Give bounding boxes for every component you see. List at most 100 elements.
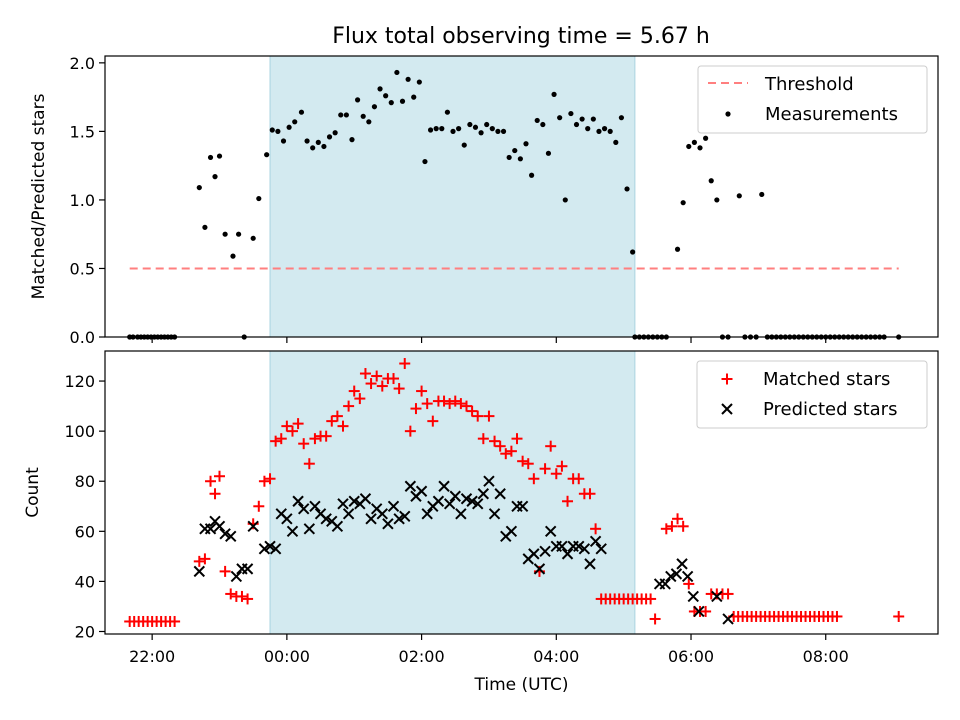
measurement-point [607, 128, 613, 134]
measurement-point [450, 128, 456, 134]
predicted-star-point [286, 525, 299, 538]
predicted-star-point [213, 520, 226, 533]
predicted-star-point [269, 543, 282, 555]
predicted-star-point [337, 498, 349, 510]
bottom-legend: Matched stars Predicted stars [696, 360, 928, 429]
predicted-star-point [670, 568, 683, 580]
top-y-tick-label: 1.5 [70, 122, 95, 141]
predicted-star-point [247, 520, 259, 533]
measurement-point [298, 109, 305, 115]
matched-star-point [214, 470, 226, 482]
measurement-point [523, 141, 529, 147]
measurement-point [596, 128, 602, 134]
measurement-point [472, 124, 479, 130]
predicted-star-point [516, 500, 529, 512]
measurement-point [427, 127, 434, 133]
predicted-star-point [193, 565, 206, 578]
matched-star-point [660, 523, 672, 535]
x-tick-label: 04:00 [533, 647, 579, 666]
matched-star-point [264, 473, 276, 485]
measurement-point [207, 154, 214, 161]
predicted-star-point [399, 510, 411, 522]
predicted-star-point [320, 513, 332, 525]
matched-star-point [209, 488, 221, 500]
matched-star-point [677, 520, 689, 532]
measurement-point [315, 139, 321, 145]
measurement-point [269, 127, 275, 133]
matched-star-point [427, 415, 439, 427]
measurement-point [416, 79, 422, 85]
measurement-point [551, 91, 557, 97]
measurement-point [624, 186, 630, 192]
measurement-point [613, 139, 619, 145]
predicted-star-point [449, 490, 461, 502]
measurement-point [230, 253, 236, 259]
predicted-star-point [544, 525, 557, 538]
predicted-star-point [505, 525, 518, 538]
matched-star-point [645, 593, 657, 605]
matched-star-point [205, 475, 217, 487]
measurement-point [630, 249, 636, 255]
measurement-point [394, 69, 400, 76]
measurement-point [573, 121, 580, 128]
top-shaded-interval [269, 55, 636, 338]
legend-threshold-label: Threshold [764, 74, 854, 95]
measurement-point [256, 195, 262, 202]
measurement-point [439, 126, 445, 132]
bottom-y-tick-label: 80 [75, 472, 95, 491]
matched-star-point [275, 433, 287, 445]
matched-star-point [270, 435, 282, 447]
predicted-star-point [309, 500, 321, 512]
measurement-point [405, 76, 411, 82]
measurement-point [708, 178, 714, 184]
predicted-star-point [303, 523, 316, 535]
measurement-point [590, 116, 596, 122]
measurement-point [512, 147, 518, 154]
predicted-star-point [528, 548, 540, 560]
bottom-y-tick-label: 120 [64, 372, 95, 391]
matched-star-point [410, 403, 422, 415]
measurement-point [557, 115, 563, 121]
predicted-star-point [687, 590, 699, 603]
predicted-star-point [466, 495, 478, 507]
matched-star-point [286, 425, 298, 437]
predicted-star-point [472, 498, 484, 510]
matched-star-point [343, 400, 355, 412]
measurement-point [202, 224, 208, 230]
top-y-tick-label: 0.5 [70, 259, 95, 278]
matched-star-point [831, 610, 843, 622]
legend-measurements-label: Measurements [765, 104, 898, 125]
measurement-point [691, 139, 697, 145]
predicted-star-point [578, 543, 591, 555]
predicted-star-point [432, 495, 445, 507]
predicted-star-point [722, 613, 734, 625]
x-tick-label: 22:00 [129, 647, 175, 666]
matched-star-point [494, 440, 506, 452]
matched-star-point [511, 433, 523, 445]
matched-star-point [404, 425, 416, 437]
matched-star-point [169, 615, 181, 627]
predicted-star-point [595, 543, 607, 555]
measurement-point [349, 137, 355, 143]
measurement-point [275, 128, 281, 134]
predicted-star-point [404, 480, 417, 492]
matched-star-point [438, 395, 450, 407]
matched-star-point [399, 358, 411, 370]
measurement-point [383, 93, 389, 99]
predicted-star-point [331, 520, 344, 533]
predicted-star-point [676, 558, 688, 570]
top-panel: 0.00.51.01.52.0 Matched/Predicted stars … [29, 54, 939, 347]
chart-title: Flux total observing time = 5.67 h [332, 24, 710, 49]
legend-matched-swatch [721, 373, 733, 385]
measurement-point [338, 112, 344, 118]
measurement-point [585, 126, 591, 132]
bottom-y-axis-label: Count [23, 467, 43, 518]
measurement-point [444, 109, 451, 115]
x-tick-label: 06:00 [668, 647, 714, 666]
predicted-star-point [584, 558, 596, 570]
measurement-point [703, 135, 709, 141]
matched-star-point [225, 588, 237, 600]
matched-star-point [472, 410, 484, 422]
predicted-star-point [241, 563, 254, 575]
